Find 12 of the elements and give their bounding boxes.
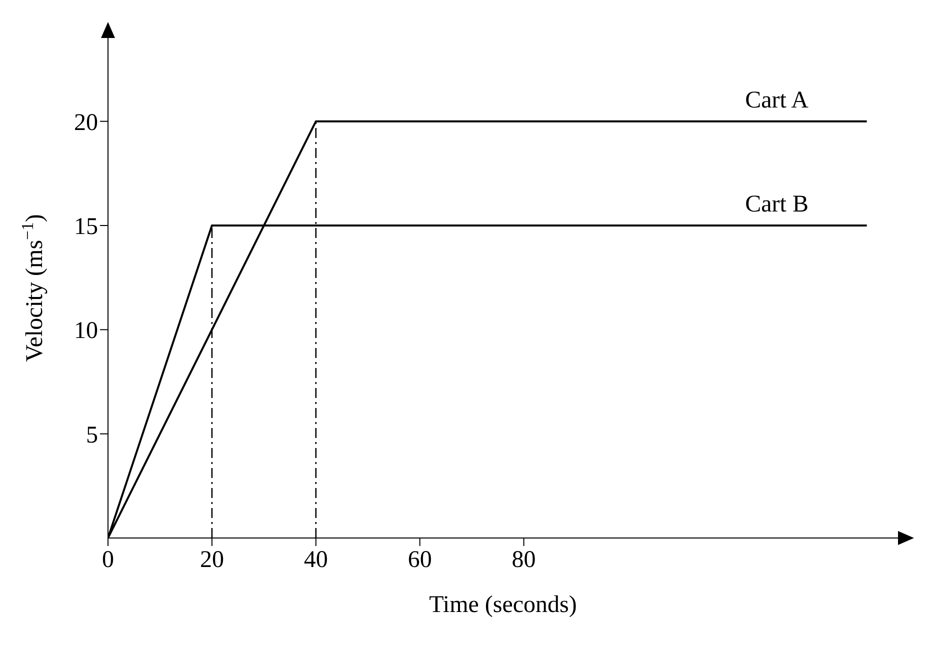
x-tick-label: 80 (512, 547, 536, 574)
x-tick-label: 20 (200, 547, 224, 574)
y-tick-label: 15 (74, 214, 98, 240)
x-tick-label: 60 (408, 547, 432, 574)
x-axis-title: Time (seconds) (429, 592, 577, 618)
x-tick-label: 40 (304, 547, 328, 574)
y-tick-label: 20 (74, 110, 98, 136)
series-label: Cart A (745, 87, 810, 114)
y-tick-label: 10 (74, 318, 98, 344)
y-tick-label: 5 (86, 422, 98, 448)
series-label: Cart B (745, 192, 808, 218)
x-tick-label: 0 (102, 547, 114, 574)
